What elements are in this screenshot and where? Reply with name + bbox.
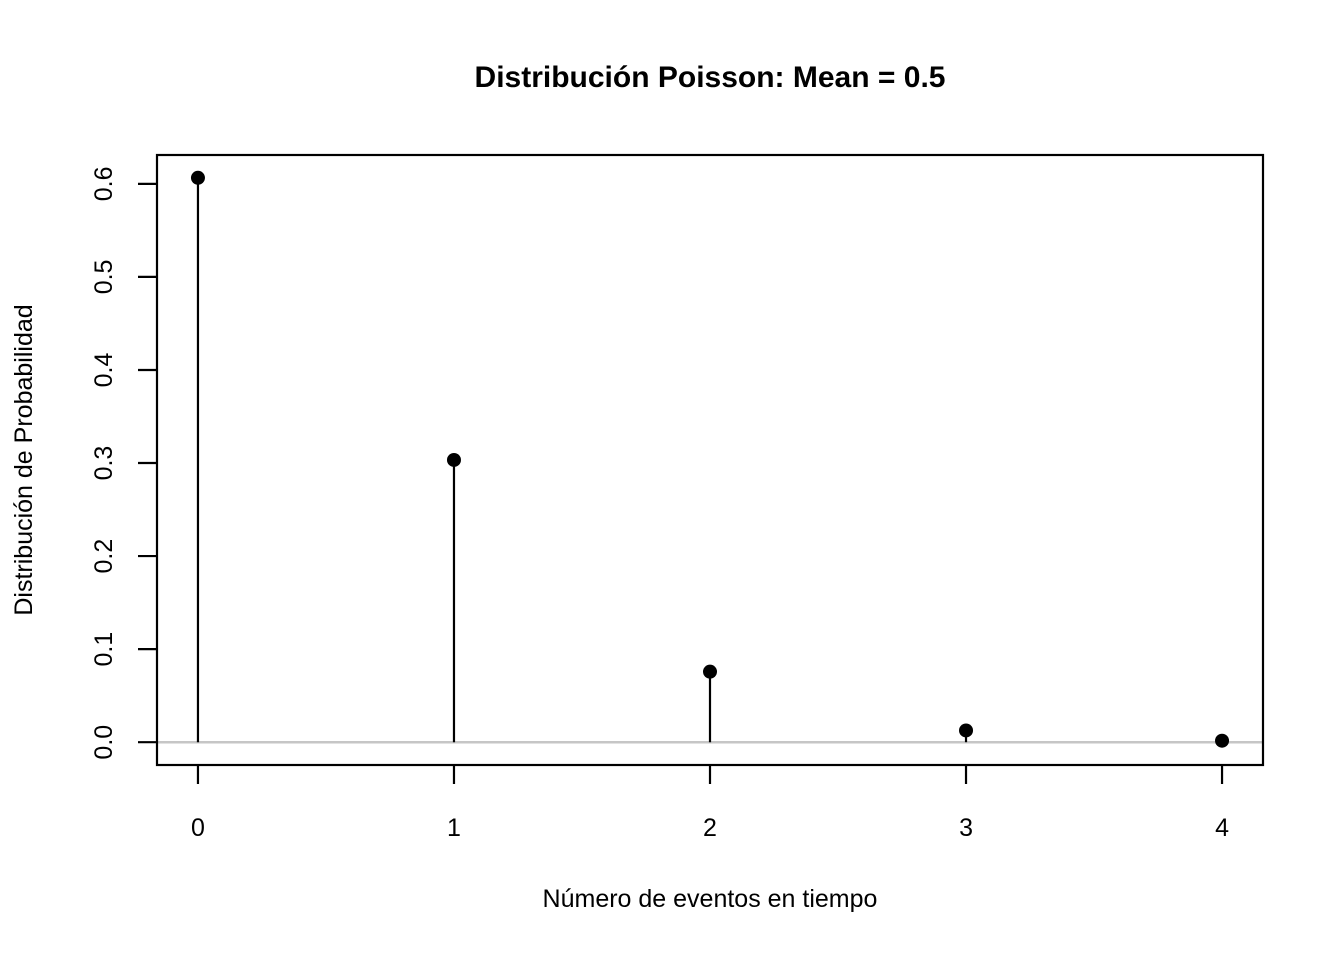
- data-point: [959, 723, 974, 738]
- data-point: [190, 170, 205, 185]
- stem-lines: [196, 177, 1224, 743]
- y-tick-label: 0.6: [90, 166, 118, 201]
- y-axis: 0.0 0.1 0.2 0.3 0.4 0.5 0.6: [90, 166, 157, 760]
- x-tick-label: 0: [191, 814, 205, 842]
- y-axis-label: Distribución de Probabilidad: [10, 304, 38, 615]
- y-tick-label: 0.3: [90, 446, 118, 481]
- y-tick-label: 0.4: [90, 352, 118, 387]
- data-point: [446, 452, 461, 467]
- chart-title: Distribución Poisson: Mean = 0.5: [475, 61, 946, 94]
- y-tick-label: 0.2: [90, 539, 118, 574]
- y-tick-label: 0.0: [90, 725, 118, 760]
- data-point: [703, 664, 717, 679]
- x-tick-label: 1: [447, 814, 461, 842]
- x-axis: 0 1 2 3 4: [191, 765, 1229, 842]
- x-axis-label: Número de eventos en tiempo: [543, 885, 878, 913]
- y-tick-label: 0.5: [90, 260, 118, 295]
- x-tick-label: 2: [703, 814, 717, 842]
- y-tick-label: 0.1: [90, 632, 118, 667]
- x-tick-label: 4: [1215, 814, 1229, 842]
- data-points: [190, 170, 1230, 748]
- data-point: [1215, 733, 1230, 748]
- plot-frame: [155, 153, 1265, 767]
- x-tick-label: 3: [959, 814, 973, 842]
